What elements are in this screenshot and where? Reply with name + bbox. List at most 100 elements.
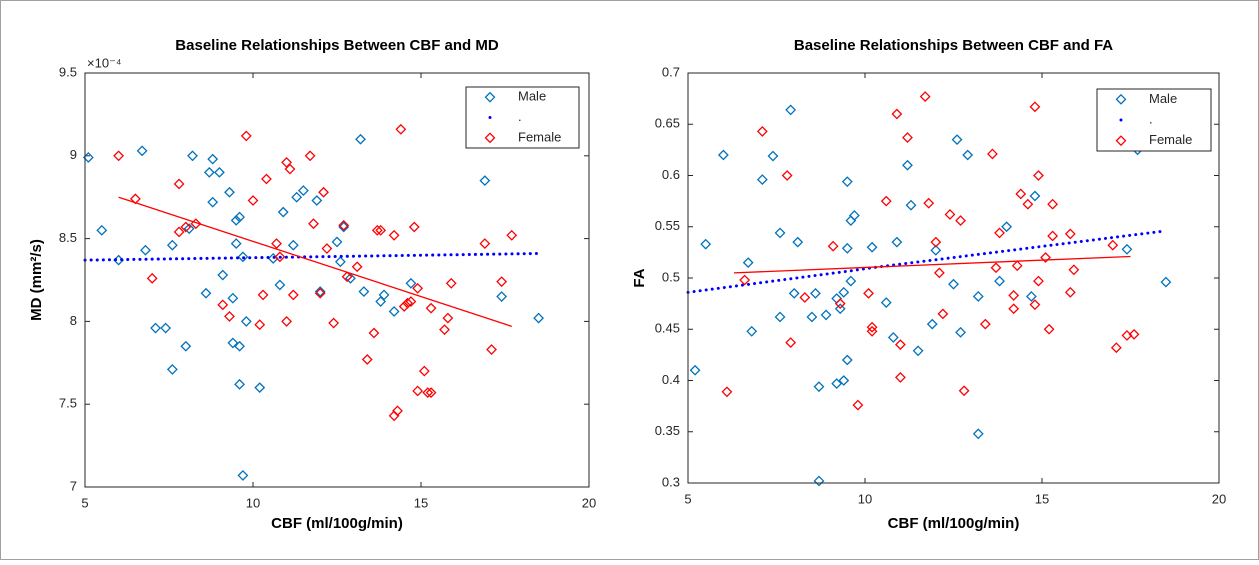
data-point [746,325,758,337]
data-point [395,123,407,135]
fit-line [733,255,1131,274]
legend-marker [1119,118,1123,122]
data-point [318,186,329,198]
data-point [848,210,860,221]
data-point [972,428,984,440]
data-point [845,275,857,287]
data-point [1029,299,1041,311]
data-point [254,382,266,394]
data-point [951,134,963,146]
x-tick-label: 20 [582,495,596,510]
chart-title: Baseline Relationships Between CBF and F… [794,37,1113,54]
data-point [1047,230,1059,242]
data-point [314,287,326,299]
data-point [375,224,387,236]
data-point [792,236,804,248]
data-point [810,287,821,299]
dotted-line [83,252,541,262]
data-point [496,291,508,302]
data-point [767,150,779,162]
data-point [314,286,326,298]
legend-marker [484,132,496,144]
y-tick-label: 0.6 [662,167,680,182]
data-point [1047,198,1059,210]
y-tick-label: 0.3 [662,474,680,489]
data-point [304,150,316,162]
data-point [948,278,959,290]
data-point [321,243,333,254]
data-point [257,289,269,301]
data-point [308,218,319,230]
data-point [1107,239,1119,251]
data-point [408,221,420,233]
data-point [388,306,400,317]
data-point [834,303,846,315]
data-point [345,272,356,284]
data-point [261,173,272,185]
data-point [113,150,125,162]
data-point [247,195,259,206]
data-point [338,221,350,233]
data-point [1029,101,1041,113]
legend-label: Female [518,129,561,144]
data-point [742,257,754,269]
data-point [240,315,252,327]
data-point [1064,286,1076,298]
data-point [866,241,878,253]
legend-label: . [1149,111,1153,126]
data-point [371,224,383,236]
data-point [311,195,323,206]
x-tick-label: 15 [414,495,428,510]
y-tick-label: 0.35 [655,423,680,438]
data-point [1022,198,1034,210]
data-point [1015,188,1027,200]
data-point [287,289,299,301]
data-point [1029,190,1041,202]
data-point [781,170,793,181]
data-point [213,166,225,178]
data-point [902,159,913,171]
legend-label: Female [1149,132,1192,147]
x-axis-label: CBF (ml/100g/min) [271,515,403,532]
legend-marker [484,91,496,103]
axes-box [84,72,590,488]
data-point [358,286,370,298]
data-point [834,298,846,310]
data-point [402,297,413,309]
data-point [785,104,797,116]
y-tick-label: 8 [70,313,77,328]
data-point [1160,276,1172,288]
data-point [930,236,942,248]
legend-marker [1115,93,1127,105]
fit-line [118,196,512,327]
x-tick-label: 5 [684,491,691,506]
data-point [756,174,768,186]
data-point [237,251,249,263]
data-point [788,287,800,299]
data-point [227,337,239,349]
data-point [785,337,797,348]
data-point [183,223,195,235]
y-tick-label: 8.5 [59,230,77,245]
data-point [351,261,363,273]
data-point [361,354,373,365]
data-point [166,364,178,375]
data-point [230,214,242,226]
data-point [813,475,825,487]
data-point [146,272,158,284]
x-tick-label: 15 [1035,491,1049,506]
x-tick-label: 5 [81,495,88,510]
data-point [1008,290,1020,301]
data-point [1064,228,1076,240]
data-point [838,286,850,298]
data-point [962,149,974,161]
y-tick-label: 0.4 [662,372,680,387]
data-point [368,327,380,339]
data-point [388,229,400,241]
data-point [774,227,786,239]
data-point [866,325,878,337]
data-point [287,239,299,251]
data-point [274,279,286,291]
data-point [355,133,366,145]
